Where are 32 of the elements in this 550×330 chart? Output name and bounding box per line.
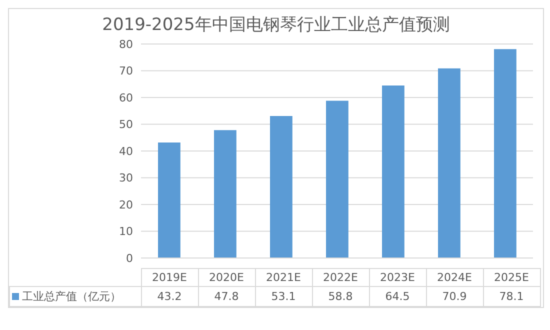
y-tick-label: 80 (119, 38, 133, 51)
data-label: 47.8 (198, 286, 255, 306)
x-tick-label: 2020E (198, 268, 255, 286)
data-label: 58.8 (312, 286, 369, 306)
bar (438, 68, 460, 258)
y-tick-label: 10 (119, 225, 133, 238)
data-label: 70.9 (426, 286, 483, 306)
y-tick-label: 0 (126, 252, 133, 265)
data-label: 78.1 (483, 286, 540, 306)
bar (326, 100, 348, 258)
x-tick-label: 2025E (483, 268, 540, 286)
x-tick-label: 2019E (141, 268, 198, 286)
bar (494, 49, 516, 258)
data-label: 43.2 (141, 286, 198, 306)
y-tick-label: 40 (119, 144, 133, 158)
y-tick-label: 60 (119, 91, 133, 104)
chart-title: 2019-2025年中国电钢琴行业工业总产值预测 (101, 14, 451, 36)
y-tick-label: 50 (119, 118, 133, 132)
data-label: 53.1 (255, 286, 312, 306)
x-tick-label: 2023E (369, 268, 426, 286)
bar (382, 85, 404, 258)
y-tick-label: 20 (119, 198, 133, 212)
x-tick-label: 2021E (255, 268, 312, 286)
legend-label: 工业总产值（亿元） (10, 286, 141, 306)
x-tick-label: 2022E (312, 268, 369, 286)
bar (270, 116, 292, 258)
data-label: 64.5 (369, 286, 426, 306)
bar (158, 142, 180, 258)
y-tick-label: 70 (119, 64, 133, 78)
x-tick-label: 2024E (426, 268, 483, 286)
y-tick-label: 30 (119, 172, 133, 185)
bar (214, 130, 236, 258)
